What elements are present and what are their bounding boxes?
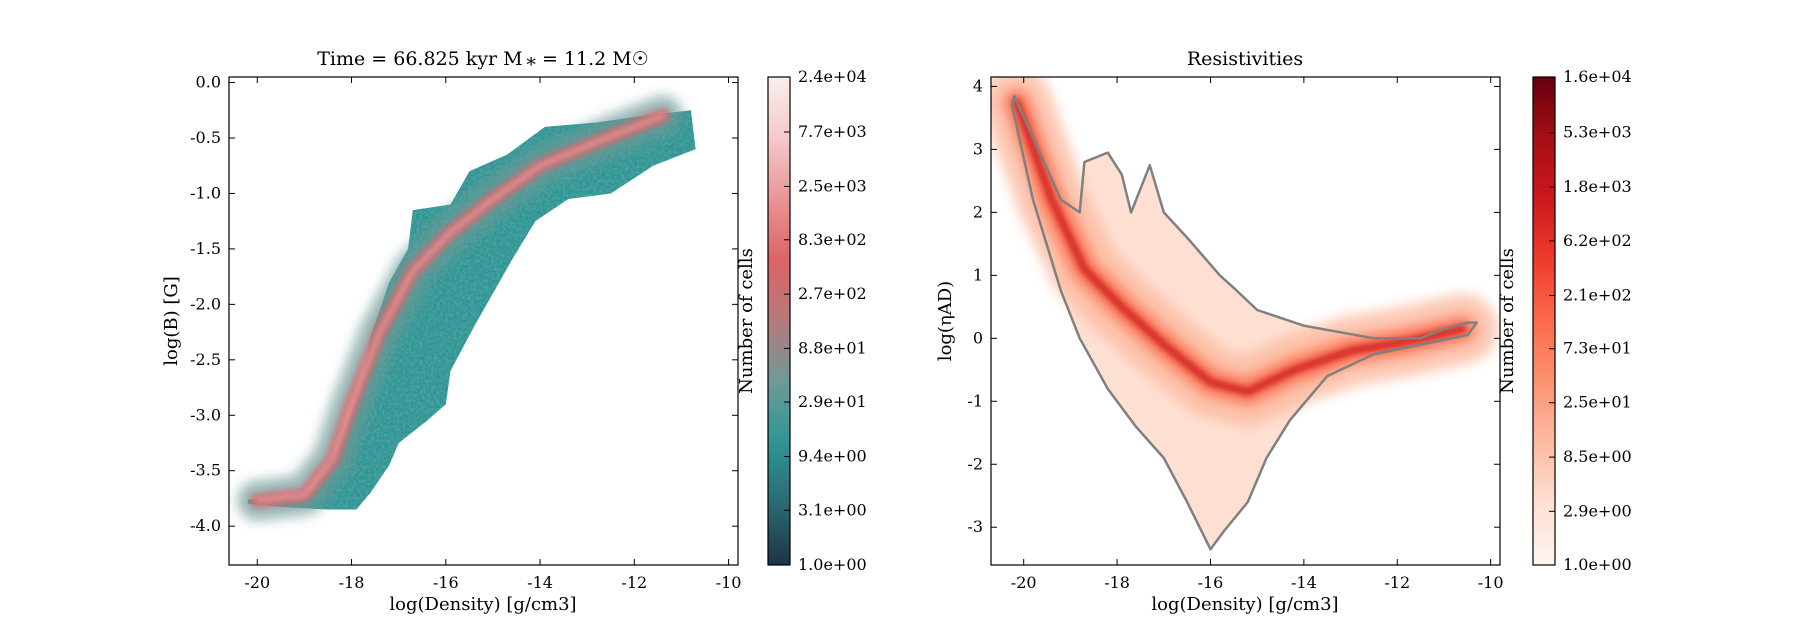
colorbar-tick-label: 8.3e+02 [798,230,867,249]
y-tick-label: -0.5 [190,128,221,147]
y-tick-label: -3.0 [190,405,221,424]
y-tick-label: -2 [967,454,983,473]
distribution-peak [255,113,665,503]
y-tick-label: -4.0 [190,516,221,535]
chart-title: Resistivities [1187,48,1303,70]
x-tick-label: -18 [1104,573,1130,592]
distribution-fill [1012,95,1477,550]
y-tick-label: -2.5 [190,350,221,369]
colorbar-ticks: 1.6e+04 5.3e+03 1.8e+03 6.2e+02 2.1e+02 7.3e+… [1549,67,1632,574]
y-tick-label: -3 [967,517,983,536]
x-axis-label: log(Density) [g/cm3] [389,594,576,615]
y-tick-label: -1 [967,391,983,410]
density-map [237,95,696,521]
x-tick-label: -16 [433,573,459,592]
colorbar-tick-label: 2.9e+01 [798,392,867,411]
colorbar-tick-label: 2.1e+02 [1563,285,1632,304]
colorbar-gradient [767,76,791,566]
distribution-peak [1012,98,1467,396]
y-axis-label: log(ηAD) [935,281,956,361]
plot-frame [228,76,739,566]
y-axis-label: log(B) [G] [161,276,182,366]
colorbar-tick-label: 1.0e+00 [1563,555,1632,574]
panel-resistivities: Resistivities -20 -18 -16 -14 -12 -10 4 3 2 1 0 -1… [935,48,1632,615]
x-tick-label: -20 [1011,573,1037,592]
x-tick-label: -12 [621,573,647,592]
density-map [991,77,1498,551]
y-tick-label: -1.0 [190,183,221,202]
y-tick-label: 2 [973,202,983,221]
colorbar-tick-label: 8.5e+00 [1563,447,1632,466]
x-axis: -20 -18 -16 -14 -12 -10 [244,77,741,592]
y-tick-label: 0 [973,328,983,347]
plot-frame [990,76,1501,566]
colorbar-tick-label: 2.9e+00 [1563,501,1632,520]
colorbar-tick-label: 9.4e+00 [798,447,867,466]
y-tick-label: 1 [973,265,983,284]
plot-area [991,77,1498,551]
colorbar-tick-label: 6.2e+02 [1563,231,1632,250]
x-tick-label: -10 [1478,573,1504,592]
colorbar-label: Number of cells [1497,248,1518,394]
colorbar-label: Number of cells [736,248,757,394]
y-tick-label: 4 [973,76,983,95]
distribution-contour [1010,94,1478,551]
y-tick-label: -2.0 [190,294,221,313]
colorbar-tick-label: 5.3e+03 [1563,123,1632,142]
x-axis-label: log(Density) [g/cm3] [1151,594,1338,615]
x-tick-label: -18 [339,573,365,592]
colorbar-tick-label: 1.8e+03 [1563,177,1632,196]
x-tick-label: -16 [1198,573,1224,592]
y-tick-label: 0.0 [196,73,221,92]
colorbar-tick-label: 7.3e+01 [1563,339,1632,358]
chart-title: Time = 66.825 kyr M ⁎ = 11.2 M☉ [317,48,648,70]
colorbar-tick-label: 3.1e+00 [798,500,867,519]
colorbar-tick-label: 1.6e+04 [1563,67,1632,86]
colorbar-gradient [1532,76,1556,566]
colorbar: 2.4e+04 7.7e+03 2.5e+03 8.3e+02 2.7e+02 8.8e+… [736,67,867,574]
plot-area [237,95,696,521]
x-tick-label: -12 [1384,573,1410,592]
colorbar: 1.6e+04 5.3e+03 1.8e+03 6.2e+02 2.1e+02 7.3e+… [1497,67,1632,574]
x-tick-label: -10 [716,573,742,592]
colorbar-tick-label: 1.0e+00 [798,555,867,574]
x-axis: -20 -18 -16 -14 -12 -10 [1011,77,1504,592]
colorbar-tick-label: 7.7e+03 [798,122,867,141]
y-tick-label: -3.5 [190,461,221,480]
colorbar-ticks: 2.4e+04 7.7e+03 2.5e+03 8.3e+02 2.7e+02 8.8e+… [784,67,867,574]
colorbar-tick-label: 2.7e+02 [798,284,867,303]
x-tick-label: -14 [527,573,553,592]
y-axis: 4 3 2 1 0 -1 -2 -3 [967,76,1500,536]
y-tick-label: -1.5 [190,239,221,258]
y-tick-label: 3 [973,139,983,158]
x-tick-label: -14 [1291,573,1317,592]
y-axis: 0.0 -0.5 -1.0 -1.5 -2.0 -2.5 -3.0 -3.5 -4.0 [190,73,738,535]
colorbar-tick-label: 2.5e+03 [798,176,867,195]
x-tick-label: -20 [244,573,270,592]
panel-magnetic-field: Time = 66.825 kyr M ⁎ = 11.2 M☉ -20 -18 -1… [161,48,867,615]
colorbar-tick-label: 8.8e+01 [798,338,867,357]
colorbar-tick-label: 2.5e+01 [1563,393,1632,412]
colorbar-tick-label: 2.4e+04 [798,67,867,86]
